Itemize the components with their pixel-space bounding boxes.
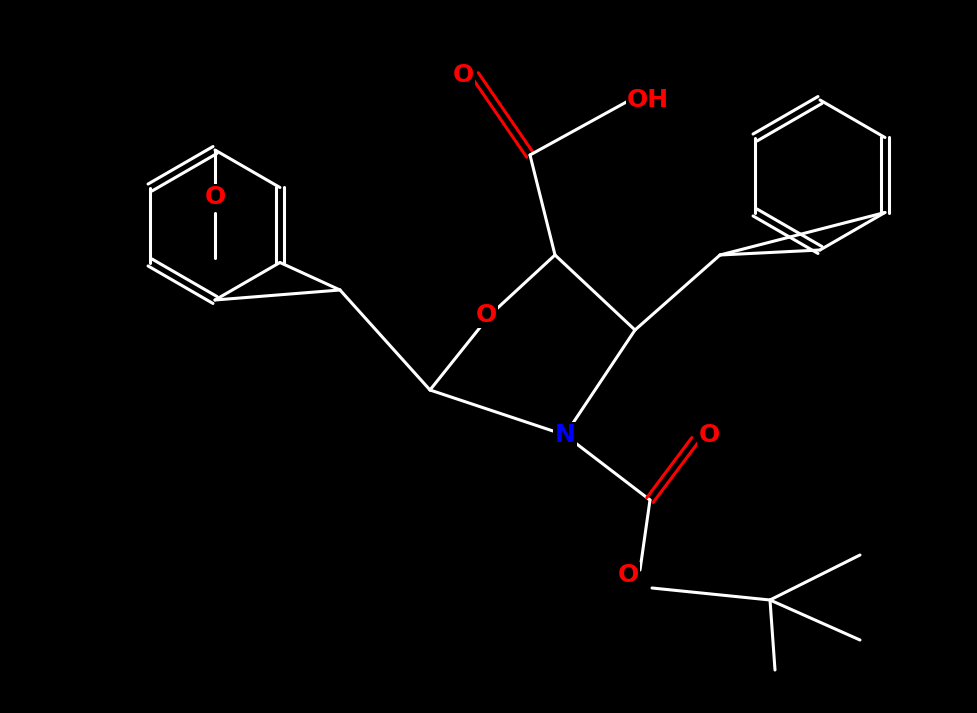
Text: OH: OH bbox=[627, 88, 669, 112]
Text: N: N bbox=[555, 423, 575, 447]
Text: O: O bbox=[204, 185, 226, 209]
Text: O: O bbox=[699, 423, 720, 447]
Text: O: O bbox=[617, 563, 639, 587]
Text: O: O bbox=[476, 303, 496, 327]
Text: O: O bbox=[452, 63, 474, 87]
